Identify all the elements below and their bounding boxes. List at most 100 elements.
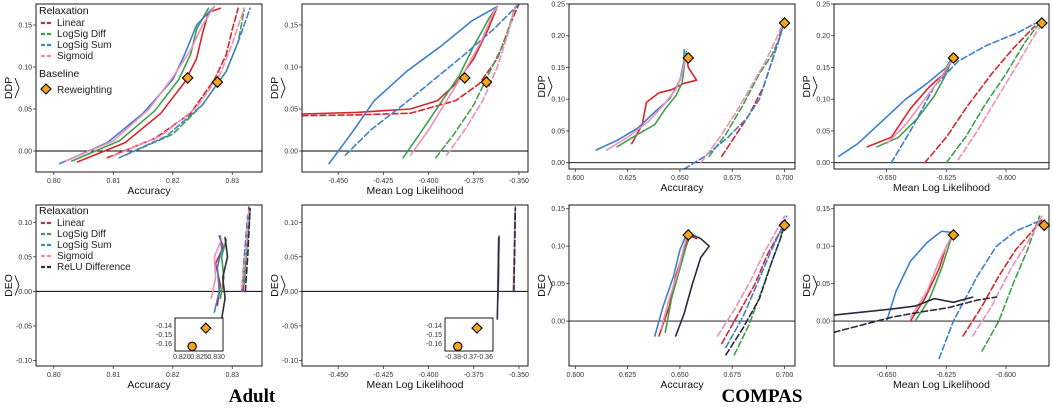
- y-tick-label: 0.05: [816, 128, 830, 135]
- series-line-sigmoid-dashed: [112, 7, 245, 157]
- y-tick-label: 0.05: [551, 128, 565, 135]
- x-tick-label: -0.400: [419, 372, 439, 379]
- inset-x-tick-label: 0.830: [207, 354, 225, 361]
- inset-x-tick-label: -0.37: [461, 354, 477, 361]
- series-line-sigmoid-dashed: [957, 19, 1045, 161]
- baseline-marker: [947, 51, 960, 64]
- series-group: [59, 5, 251, 165]
- y-tick-label: 0.00: [18, 289, 32, 296]
- inset-x-tick-label: -0.36: [477, 354, 493, 361]
- x-tick-label: 0.700: [776, 175, 794, 182]
- legend-item-logsig-diff: LogSig Diff: [57, 29, 106, 40]
- panel-compas-mll-ddp: -0.650 -0.625 -0.600 0.00 0.05 0.10 0.15 0.20 0.…: [801, 2, 1050, 194]
- x-tick-label: 0.675: [723, 372, 741, 379]
- y-tick-label: 0.20: [551, 33, 565, 40]
- series-line-linear-solid: [214, 235, 225, 306]
- y-axis-label: DDP: [536, 75, 548, 97]
- y-label-hat: [14, 77, 20, 99]
- baseline-marker: [682, 228, 695, 241]
- legend-item-logsig-diff: LogSig Diff: [57, 229, 106, 240]
- inset-y-tick-label: -0.15: [156, 332, 172, 339]
- series-line-logsig-diff-solid: [664, 234, 692, 334]
- dataset-label-adult: Adult: [229, 386, 276, 407]
- inset-x-tick-label: 0.820: [173, 354, 191, 361]
- series-line-relu-difference-dashed: [513, 207, 517, 293]
- series-line-logsig-sum-solid: [838, 54, 955, 158]
- x-tick-label: -0.650: [877, 372, 897, 379]
- x-tick-label: 0.81: [107, 372, 121, 379]
- y-tick-label: 0.00: [816, 319, 830, 326]
- y-label-hat: [547, 76, 553, 97]
- y-tick-label: 0.10: [284, 65, 298, 72]
- panel-adult-mll-ddp: -0.450 -0.425 -0.400 -0.375 -0.350 0.00 0.05 0.…: [269, 3, 529, 197]
- panel-compas-acc-deo: 0.600 0.625 0.650 0.675 0.700 0.00 0.05 0.10 0.1…: [536, 204, 796, 391]
- x-axis-label: Mean Log Likelihood: [893, 379, 990, 391]
- y-axis-label: DDP: [269, 77, 281, 99]
- series-line-relu-difference-solid: [674, 234, 710, 337]
- y-tick-label: 0.00: [284, 289, 298, 296]
- plot-frame: [833, 204, 1050, 367]
- baseline-marker: [947, 228, 960, 241]
- panel-adult-acc-deo: 0.80 0.81 0.82 0.83 -0.10 -0.05 0.00 0.05 0.10 Ac…: [3, 204, 263, 391]
- plot-frame: [833, 3, 1050, 170]
- x-tick-label: -0.625: [936, 372, 956, 379]
- series-line-relu-difference-solid: [834, 296, 974, 316]
- panels: 0.80 0.81 0.82 0.83 0.00 0.05 0.10 0.15 Accuracy…: [3, 2, 1051, 391]
- x-tick-label: -0.625: [936, 175, 956, 182]
- series-line-sigmoid-dashed: [716, 215, 786, 337]
- series-line-logsig-diff-solid: [219, 238, 228, 300]
- y-label-hat: [812, 76, 818, 97]
- panel-adult-mll-deo: -0.450 -0.425 -0.400 -0.375 -0.350 -0.10 -0.05…: [269, 204, 529, 391]
- y-tick-label: 0.25: [816, 2, 830, 9]
- plot-frame: [301, 204, 529, 367]
- y-tick-label: 0.15: [551, 206, 565, 213]
- dataset-label-compas: COMPAS: [722, 386, 803, 407]
- x-tick-label: -0.375: [464, 178, 484, 185]
- x-tick-label: -0.375: [464, 372, 484, 379]
- inset-plot: 0.820 0.825 0.830 -0.14 -0.15 -0.16: [156, 317, 225, 361]
- y-tick-label: 0.15: [816, 65, 830, 72]
- x-tick-label: 0.83: [225, 178, 239, 185]
- series-group: [210, 206, 251, 320]
- x-axis-label: Accuracy: [660, 182, 704, 194]
- baseline-marker: [181, 71, 194, 84]
- legend-item-logsig-sum: LogSig Sum: [57, 40, 111, 51]
- x-tick-label: -0.650: [877, 175, 897, 182]
- x-tick-label: 0.650: [671, 372, 689, 379]
- legend-title: Relaxation: [39, 205, 89, 217]
- plot-frame: [35, 204, 263, 367]
- series-group: [834, 215, 1043, 360]
- y-tick-label: 0.05: [18, 107, 32, 114]
- y-tick-label: 0.10: [551, 244, 565, 251]
- x-tick-label: 0.625: [619, 175, 637, 182]
- inset-y-tick-label: -0.16: [156, 341, 172, 348]
- y-tick-label: 0.25: [551, 2, 565, 9]
- series-line-logsig-sum-dashed: [118, 7, 251, 159]
- legend-baseline-title: Baseline: [39, 68, 79, 80]
- legend-item-linear: Linear: [57, 18, 85, 29]
- baseline-marker: [778, 17, 791, 30]
- inset-y-tick-label: -0.16: [426, 341, 442, 348]
- series-line-logsig-sum-solid: [213, 235, 223, 313]
- y-tick-label: 0.05: [816, 281, 830, 288]
- series-line-sigmoid-solid: [64, 5, 216, 162]
- series-line-sigmoid-dashed: [241, 209, 250, 289]
- x-tick-label: -0.425: [373, 372, 393, 379]
- series-line-logsig-diff-solid: [70, 7, 210, 162]
- series-line-linear-dashed: [962, 219, 1043, 337]
- x-tick-label: 0.82: [166, 178, 180, 185]
- series-line-relu-difference-dashed: [834, 296, 998, 334]
- x-tick-label: -0.350: [509, 178, 529, 185]
- y-tick-label: 0.15: [18, 23, 32, 30]
- y-tick-label: 0.15: [284, 23, 298, 30]
- y-tick-label: 0.10: [18, 220, 32, 227]
- x-tick-label: 0.80: [47, 178, 61, 185]
- legend-baseline-marker: [40, 83, 52, 95]
- legend-item-linear: Linear: [57, 218, 85, 229]
- y-label-hat: [280, 275, 286, 296]
- y-tick-label: 0.10: [551, 97, 565, 104]
- y-tick-label: 0.05: [284, 254, 298, 261]
- y-tick-label: 0.05: [284, 107, 298, 114]
